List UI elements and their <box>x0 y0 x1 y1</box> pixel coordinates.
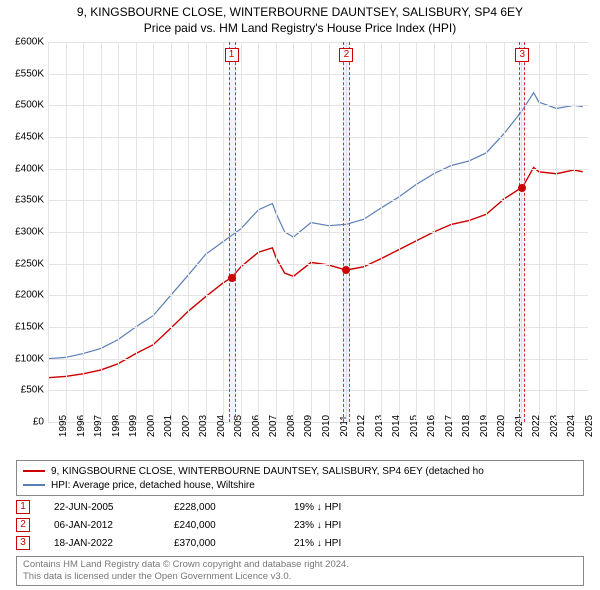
y-tick-label: £100K <box>15 353 44 364</box>
event-row-1: 1 22-JUN-2005 £228,000 19% ↓ HPI <box>16 498 584 516</box>
marker-band <box>519 42 525 422</box>
gridline-v <box>223 42 224 422</box>
legend-swatch-hpi <box>23 484 45 486</box>
gridline-v <box>83 42 84 422</box>
event-row-2: 2 06-JAN-2012 £240,000 23% ↓ HPI <box>16 516 584 534</box>
gridline-v <box>118 42 119 422</box>
gridline-v <box>539 42 540 422</box>
gridline-v <box>66 42 67 422</box>
events-table: 1 22-JUN-2005 £228,000 19% ↓ HPI 2 06-JA… <box>16 498 584 552</box>
gridline-h <box>48 264 588 265</box>
y-tick-label: £350K <box>15 195 44 206</box>
footer-line-1: Contains HM Land Registry data © Crown c… <box>23 559 577 571</box>
gridline-h <box>48 200 588 201</box>
gridline-v <box>206 42 207 422</box>
title-block: 9, KINGSBOURNE CLOSE, WINTERBOURNE DAUNT… <box>0 0 600 36</box>
gridline-v <box>469 42 470 422</box>
gridline-v <box>574 42 575 422</box>
gridline-v <box>329 42 330 422</box>
gridline-v <box>311 42 312 422</box>
event-diff-3: 21% ↓ HPI <box>294 538 341 549</box>
event-date-1: 22-JUN-2005 <box>54 502 174 513</box>
event-date-3: 18-JAN-2022 <box>54 538 174 549</box>
title-line-1: 9, KINGSBOURNE CLOSE, WINTERBOURNE DAUNT… <box>0 4 600 20</box>
gridline-v <box>48 42 49 422</box>
event-badge-3: 3 <box>16 536 30 550</box>
event-price-2: £240,000 <box>174 520 294 531</box>
y-tick-label: £50K <box>21 385 44 396</box>
series-line-hpi <box>48 93 583 359</box>
gridline-v <box>293 42 294 422</box>
chart-plot-area: £0£50K£100K£150K£200K£250K£300K£350K£400… <box>48 42 588 422</box>
y-tick-label: £600K <box>15 37 44 48</box>
title-line-2: Price paid vs. HM Land Registry's House … <box>0 20 600 36</box>
marker-point <box>518 184 526 192</box>
marker-badge: 1 <box>225 48 239 62</box>
legend-item-hpi: HPI: Average price, detached house, Wilt… <box>23 478 577 492</box>
gridline-v <box>364 42 365 422</box>
gridline-v <box>486 42 487 422</box>
gridline-h <box>48 295 588 296</box>
event-badge-1: 1 <box>16 500 30 514</box>
y-tick-label: £0 <box>33 417 44 428</box>
legend-box: 9, KINGSBOURNE CLOSE, WINTERBOURNE DAUNT… <box>16 460 584 496</box>
gridline-v <box>153 42 154 422</box>
gridline-v <box>258 42 259 422</box>
marker-band <box>229 42 236 422</box>
gridline-h <box>48 232 588 233</box>
legend-label-hpi: HPI: Average price, detached house, Wilt… <box>51 480 255 491</box>
gridline-v <box>451 42 452 422</box>
gridline-v <box>434 42 435 422</box>
event-diff-1: 19% ↓ HPI <box>294 502 341 513</box>
y-tick-label: £500K <box>15 100 44 111</box>
gridline-v <box>136 42 137 422</box>
y-tick-label: £200K <box>15 290 44 301</box>
event-row-3: 3 18-JAN-2022 £370,000 21% ↓ HPI <box>16 534 584 552</box>
gridline-h <box>48 137 588 138</box>
gridline-h <box>48 359 588 360</box>
marker-badge: 3 <box>515 48 529 62</box>
y-tick-label: £250K <box>15 258 44 269</box>
event-badge-2: 2 <box>16 518 30 532</box>
gridline-v <box>381 42 382 422</box>
gridline-h <box>48 74 588 75</box>
gridline-v <box>171 42 172 422</box>
event-diff-2: 23% ↓ HPI <box>294 520 341 531</box>
legend-label-property: 9, KINGSBOURNE CLOSE, WINTERBOURNE DAUNT… <box>51 466 484 477</box>
gridline-v <box>241 42 242 422</box>
gridline-v <box>504 42 505 422</box>
gridline-v <box>276 42 277 422</box>
x-tick-label: 2025 <box>574 415 595 437</box>
gridline-h <box>48 327 588 328</box>
gridline-v <box>188 42 189 422</box>
event-date-2: 06-JAN-2012 <box>54 520 174 531</box>
gridline-h <box>48 105 588 106</box>
y-tick-label: £450K <box>15 132 44 143</box>
gridline-v <box>416 42 417 422</box>
gridline-h <box>48 42 588 43</box>
gridline-h <box>48 169 588 170</box>
gridline-v <box>101 42 102 422</box>
marker-point <box>228 274 236 282</box>
marker-badge: 2 <box>339 48 353 62</box>
gridline-v <box>556 42 557 422</box>
marker-point <box>342 266 350 274</box>
event-price-3: £370,000 <box>174 538 294 549</box>
footer-attribution: Contains HM Land Registry data © Crown c… <box>16 556 584 586</box>
legend-item-property: 9, KINGSBOURNE CLOSE, WINTERBOURNE DAUNT… <box>23 464 577 478</box>
marker-band <box>343 42 349 422</box>
y-tick-label: £150K <box>15 322 44 333</box>
event-price-1: £228,000 <box>174 502 294 513</box>
chart-container: 9, KINGSBOURNE CLOSE, WINTERBOURNE DAUNT… <box>0 0 600 590</box>
y-tick-label: £400K <box>15 163 44 174</box>
gridline-v <box>399 42 400 422</box>
gridline-h <box>48 390 588 391</box>
legend-swatch-property <box>23 470 45 472</box>
series-line-property <box>48 167 583 377</box>
footer-line-2: This data is licensed under the Open Gov… <box>23 571 577 583</box>
y-tick-label: £550K <box>15 68 44 79</box>
y-tick-label: £300K <box>15 227 44 238</box>
